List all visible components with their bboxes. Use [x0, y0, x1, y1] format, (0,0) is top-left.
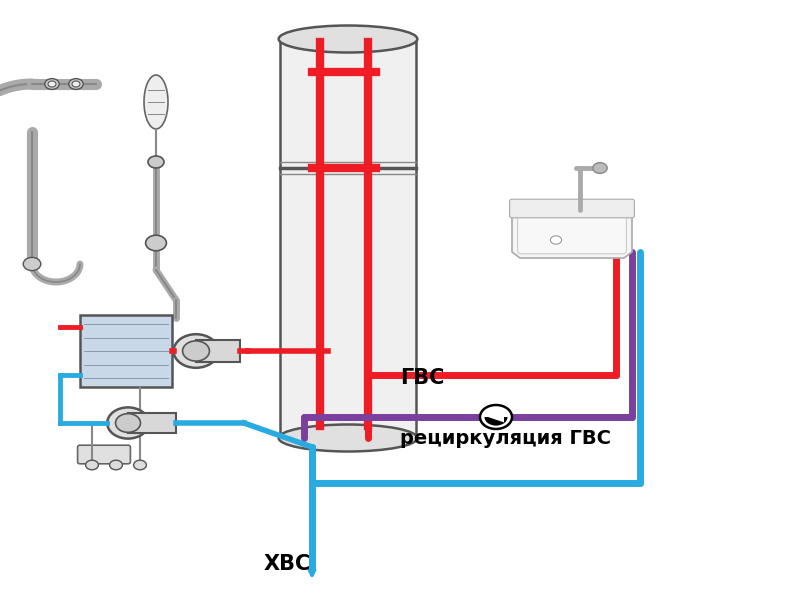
Wedge shape [485, 417, 507, 425]
FancyBboxPatch shape [518, 214, 626, 254]
Circle shape [174, 334, 218, 368]
Circle shape [72, 81, 80, 87]
Circle shape [45, 79, 59, 89]
Text: ГВС: ГВС [400, 368, 444, 388]
Circle shape [593, 163, 607, 173]
FancyBboxPatch shape [128, 413, 176, 433]
FancyBboxPatch shape [78, 445, 130, 464]
FancyBboxPatch shape [196, 340, 240, 362]
Text: ХВС: ХВС [264, 554, 311, 574]
Circle shape [550, 236, 562, 244]
Circle shape [48, 81, 56, 87]
Circle shape [148, 156, 164, 168]
Text: рециркуляция ГВС: рециркуляция ГВС [400, 428, 611, 448]
Circle shape [23, 257, 41, 271]
Circle shape [110, 460, 122, 470]
Circle shape [182, 341, 210, 361]
FancyBboxPatch shape [510, 199, 634, 218]
FancyBboxPatch shape [280, 39, 416, 438]
Polygon shape [488, 412, 504, 422]
Circle shape [146, 235, 166, 251]
Ellipse shape [144, 75, 168, 129]
Circle shape [86, 460, 98, 470]
Circle shape [69, 79, 83, 89]
Ellipse shape [278, 25, 418, 52]
FancyBboxPatch shape [80, 315, 172, 387]
Circle shape [134, 460, 146, 470]
Polygon shape [512, 210, 632, 258]
Circle shape [107, 407, 149, 439]
Circle shape [480, 405, 512, 429]
Circle shape [115, 413, 141, 433]
Ellipse shape [278, 425, 418, 451]
